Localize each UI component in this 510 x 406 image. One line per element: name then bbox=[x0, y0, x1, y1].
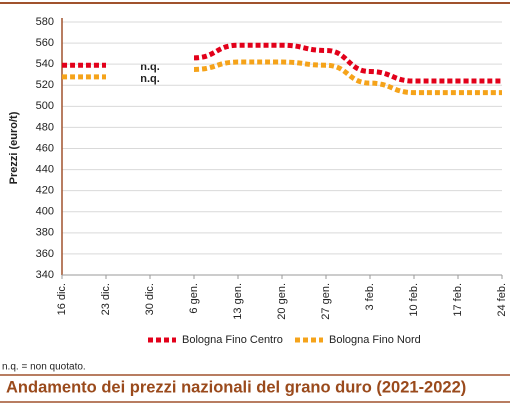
legend-label: Bologna Fino Centro bbox=[182, 334, 283, 346]
y-tick-label: 460 bbox=[36, 142, 54, 154]
note: n.q. = non quotato. bbox=[2, 362, 86, 373]
y-tick-label: 540 bbox=[36, 58, 54, 70]
x-tick-label: 24 feb. bbox=[496, 283, 508, 317]
x-tick-label: 3 feb. bbox=[364, 283, 376, 311]
x-tick-label: 17 feb. bbox=[452, 283, 464, 317]
x-tick-label: 16 dic. bbox=[56, 283, 68, 315]
x-tick-label: 6 gen. bbox=[188, 283, 200, 314]
y-axis-label: Prezzi (euro/t) bbox=[8, 111, 20, 184]
y-tick-label: 360 bbox=[36, 248, 54, 260]
x-tick-label: 23 dic. bbox=[100, 283, 112, 315]
y-tick-label: 580 bbox=[36, 16, 54, 28]
y-tick-label: 440 bbox=[36, 163, 54, 175]
chart-title: Andamento dei prezzi nazionali del grano… bbox=[6, 378, 466, 396]
y-tick-label: 400 bbox=[36, 206, 54, 218]
y-tick-label: 340 bbox=[36, 269, 54, 281]
x-tick-label: 10 feb. bbox=[408, 283, 420, 317]
y-tick-label: 560 bbox=[36, 37, 54, 49]
x-tick-label: 20 gen. bbox=[276, 283, 288, 320]
y-tick-label: 500 bbox=[36, 100, 54, 112]
annotation: n.q. bbox=[140, 61, 160, 73]
y-tick-label: 420 bbox=[36, 185, 54, 197]
x-tick-label: 13 gen. bbox=[232, 283, 244, 320]
x-tick-label: 30 dic. bbox=[144, 283, 156, 315]
series-line bbox=[193, 42, 502, 84]
y-tick-label: 480 bbox=[36, 121, 54, 133]
y-tick-label: 520 bbox=[36, 79, 54, 91]
annotation: n.q. bbox=[140, 73, 160, 85]
x-tick-label: 27 gen. bbox=[320, 283, 332, 320]
series-line bbox=[193, 59, 502, 96]
y-tick-label: 380 bbox=[36, 227, 54, 239]
legend-label: Bologna Fino Nord bbox=[329, 334, 421, 346]
